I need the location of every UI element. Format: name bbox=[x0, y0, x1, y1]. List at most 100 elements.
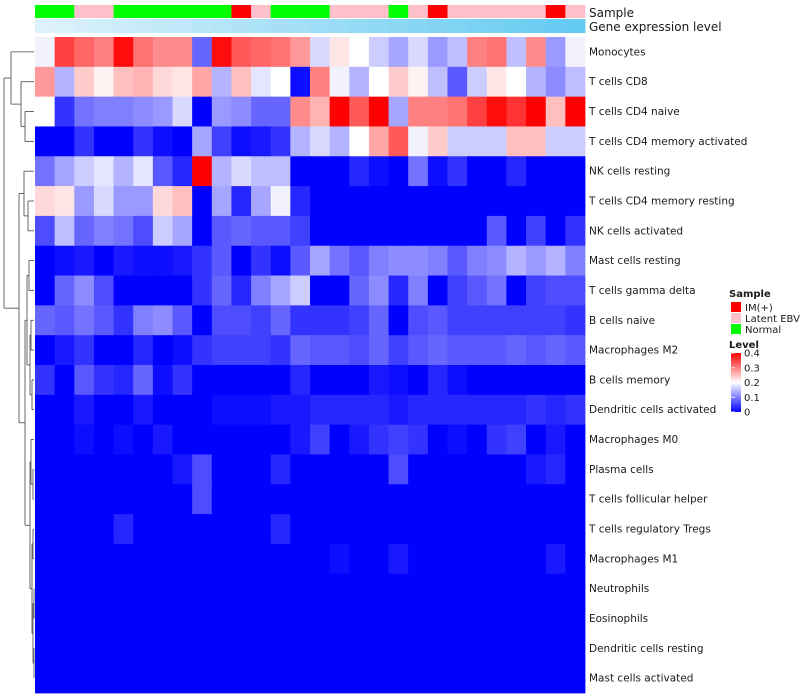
expression-level-cell bbox=[172, 19, 193, 33]
heatmap-cell bbox=[172, 365, 193, 396]
heatmap-cell bbox=[565, 633, 586, 664]
heatmap-cell bbox=[152, 573, 173, 604]
heatmap-cell bbox=[290, 663, 311, 694]
row-label: B cells memory bbox=[589, 374, 670, 386]
heatmap-cell bbox=[251, 96, 272, 127]
heatmap-cell bbox=[447, 365, 468, 396]
heatmap-cell bbox=[231, 484, 252, 515]
heatmap-cell bbox=[310, 633, 331, 664]
heatmap-cell bbox=[113, 305, 134, 336]
heatmap-cell bbox=[506, 394, 527, 426]
heatmap-cell bbox=[290, 305, 311, 336]
heatmap-cell bbox=[74, 543, 95, 575]
heatmap-cell bbox=[290, 156, 311, 187]
heatmap-cell bbox=[427, 424, 448, 455]
expression-level-cell bbox=[545, 19, 566, 33]
heatmap-cell bbox=[526, 573, 547, 604]
heatmap-cell bbox=[54, 424, 75, 455]
colorbar-tick-label: 0.4 bbox=[744, 349, 760, 360]
heatmap-cell bbox=[408, 245, 429, 276]
heatmap-cell bbox=[172, 126, 193, 157]
heatmap-cell bbox=[35, 156, 56, 187]
row-label: Macrophages M0 bbox=[589, 434, 678, 446]
heatmap-cell bbox=[113, 215, 134, 247]
heatmap-cell bbox=[447, 66, 468, 98]
heatmap-cell bbox=[526, 275, 547, 306]
heatmap-cell bbox=[349, 365, 370, 396]
colorbar-title: Level bbox=[729, 340, 759, 351]
heatmap-cell bbox=[565, 543, 586, 575]
sample-annotation-cell bbox=[113, 5, 134, 18]
heatmap-cell bbox=[310, 156, 331, 187]
heatmap-cell bbox=[447, 305, 468, 336]
heatmap-cell bbox=[486, 424, 507, 455]
heatmap-cell bbox=[329, 96, 350, 127]
heatmap-cell bbox=[427, 365, 448, 396]
heatmap-cell bbox=[192, 96, 213, 127]
heatmap-cell bbox=[329, 275, 350, 306]
level-colorbar: Level 0.4 0.3 0.2 0.1 0 bbox=[729, 340, 760, 419]
heatmap-cell bbox=[251, 275, 272, 306]
row-label: Macrophages M2 bbox=[589, 345, 678, 357]
heatmap-cell bbox=[545, 663, 566, 694]
heatmap-cell bbox=[427, 126, 448, 157]
heatmap-cell bbox=[506, 126, 527, 157]
heatmap-cell bbox=[447, 603, 468, 634]
heatmap-cell bbox=[93, 365, 114, 396]
heatmap-cell bbox=[290, 633, 311, 664]
heatmap-cell bbox=[192, 543, 213, 575]
heatmap-cell bbox=[54, 514, 75, 545]
heatmap-cell bbox=[211, 603, 232, 634]
expression-level-cell bbox=[408, 19, 429, 33]
heatmap-cell bbox=[310, 514, 331, 545]
heatmap-cell bbox=[388, 156, 409, 187]
heatmap-cell bbox=[192, 484, 213, 515]
heatmap-cell bbox=[211, 394, 232, 426]
heatmap-cell bbox=[388, 215, 409, 247]
heatmap-cell bbox=[388, 66, 409, 98]
heatmap-cell bbox=[211, 663, 232, 694]
expression-level-cell bbox=[310, 19, 331, 33]
row-label: T cells follicular helper bbox=[588, 494, 708, 506]
heatmap-cell bbox=[290, 335, 311, 366]
heatmap-cell bbox=[447, 156, 468, 187]
heatmap-cell bbox=[388, 275, 409, 306]
heatmap-cell bbox=[35, 335, 56, 366]
sample-annotation-cell bbox=[54, 5, 75, 18]
sample-annotation-cell bbox=[133, 5, 154, 18]
heatmap-cell bbox=[486, 215, 507, 247]
heatmap-cell bbox=[93, 514, 114, 545]
heatmap-cell bbox=[329, 603, 350, 634]
heatmap-cell bbox=[54, 573, 75, 604]
heatmap-cell bbox=[545, 215, 566, 247]
heatmap-cell bbox=[467, 96, 488, 127]
expression-level-cell bbox=[349, 19, 370, 33]
heatmap-cell bbox=[251, 156, 272, 187]
heatmap-cell bbox=[329, 66, 350, 98]
heatmap-cell bbox=[427, 633, 448, 664]
heatmap-cell bbox=[310, 454, 331, 485]
heatmap-cell bbox=[467, 126, 488, 157]
heatmap-cell bbox=[408, 215, 429, 247]
heatmap-cell bbox=[54, 275, 75, 306]
heatmap-cell bbox=[467, 573, 488, 604]
heatmap-cell bbox=[467, 424, 488, 455]
heatmap-cell bbox=[486, 66, 507, 98]
heatmap-cell bbox=[526, 305, 547, 336]
heatmap-cell bbox=[388, 305, 409, 336]
heatmap-cell bbox=[113, 245, 134, 276]
heatmap-cell bbox=[172, 156, 193, 187]
heatmap-cell bbox=[133, 156, 154, 187]
heatmap-cell bbox=[231, 215, 252, 247]
heatmap-cell bbox=[35, 514, 56, 545]
heatmap-cell bbox=[113, 365, 134, 396]
heatmap-cell bbox=[565, 126, 586, 157]
row-label: Neutrophils bbox=[589, 583, 649, 595]
sample-legend-title: Sample bbox=[729, 289, 771, 300]
heatmap-cell bbox=[545, 603, 566, 634]
heatmap-cell bbox=[329, 543, 350, 575]
heatmap-cell bbox=[526, 365, 547, 396]
heatmap-cell bbox=[113, 633, 134, 664]
heatmap-cell bbox=[93, 245, 114, 276]
heatmap-cell bbox=[526, 543, 547, 575]
